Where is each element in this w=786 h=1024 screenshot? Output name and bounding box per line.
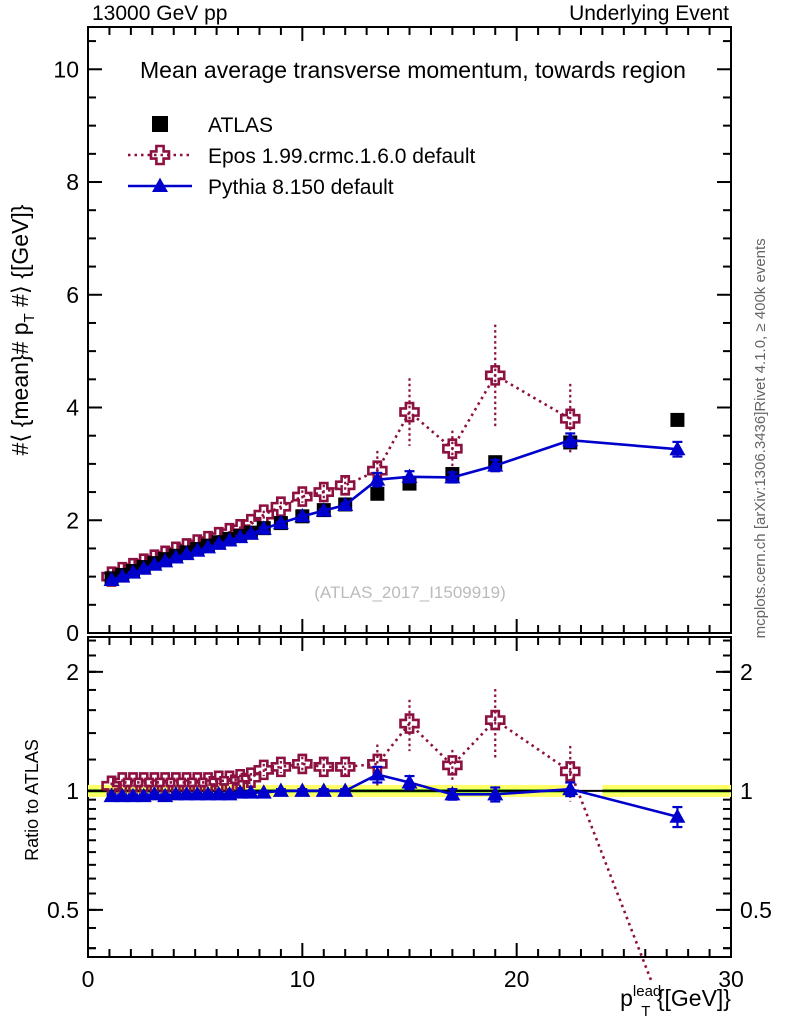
marker-cross xyxy=(149,144,171,166)
marker-cross xyxy=(334,475,356,496)
marker-cross xyxy=(484,709,506,731)
header-right: Underlying Event xyxy=(569,2,729,25)
marker-square xyxy=(152,116,168,132)
ratio-ytick-label-right: 0.5 xyxy=(740,897,772,923)
marker-cross xyxy=(292,486,313,507)
marker-triangle xyxy=(103,787,120,803)
marker-cross xyxy=(559,761,581,782)
marker-triangle xyxy=(487,457,504,472)
marker-cross xyxy=(399,401,420,423)
marker-cross xyxy=(270,496,292,518)
marker-cross xyxy=(270,756,292,778)
xaxis-label: plead T {[GeV]} xyxy=(620,983,731,1020)
marker-triangle xyxy=(444,785,461,801)
xtick-label: 0 xyxy=(82,966,95,992)
marker-triangle xyxy=(255,520,272,535)
marker-triangle xyxy=(487,785,504,801)
marker-triangle xyxy=(669,808,686,823)
main-ytick-label: 2 xyxy=(66,507,79,533)
xtick-label: 30 xyxy=(718,966,744,992)
series-line-cross-offscale xyxy=(569,770,653,983)
marker-triangle xyxy=(369,471,386,486)
marker-triangle xyxy=(135,560,152,575)
marker-square xyxy=(370,486,385,501)
marker-triangle xyxy=(152,177,168,192)
marker-triangle xyxy=(294,782,311,797)
marker-triangle xyxy=(272,782,289,797)
side-note-mcplots: mcplots.cern.ch [arXiv:1306.3436] xyxy=(752,412,769,639)
main-ytick-label: 8 xyxy=(66,169,79,195)
ratio-ytick-label-right: 2 xyxy=(740,659,753,685)
marker-cross xyxy=(197,772,219,793)
marker-triangle xyxy=(157,553,174,568)
marker-triangle xyxy=(401,468,418,483)
legend-label-0: ATLAS xyxy=(208,114,273,137)
marker-triangle xyxy=(210,785,227,801)
legend-label-1: Epos 1.99.crmc.1.6.0 default xyxy=(208,145,475,168)
main-ytick-label: 0 xyxy=(66,620,79,646)
marker-triangle xyxy=(242,525,259,540)
header-left: 13000 GeV pp xyxy=(92,2,227,25)
marker-triangle xyxy=(669,440,686,456)
ratio-ytick-label: 0.5 xyxy=(47,897,79,923)
series-line-cross xyxy=(111,718,571,788)
marker-cross xyxy=(334,756,356,778)
marker-triangle xyxy=(114,568,131,583)
marker-cross xyxy=(253,759,275,781)
marker-cross xyxy=(442,438,463,459)
main-title: Mean average transverse momentum, toward… xyxy=(140,57,686,83)
marker-triangle xyxy=(189,785,206,801)
marker-cross xyxy=(292,753,313,775)
watermark: (ATLAS_2017_I1509919) xyxy=(314,583,506,602)
marker-triangle xyxy=(146,785,163,801)
marker-cross xyxy=(559,408,581,430)
marker-triangle xyxy=(562,780,579,796)
marker-triangle xyxy=(255,784,272,799)
marker-cross xyxy=(229,768,251,790)
marker-triangle xyxy=(125,787,142,803)
marker-triangle xyxy=(167,785,184,801)
side-note-rivet: Rivet 4.1.0, ≥ 400k events xyxy=(752,238,769,411)
series-line-triangle xyxy=(111,438,678,582)
ratio-ytick-label: 2 xyxy=(66,659,79,685)
marker-triangle xyxy=(294,507,311,523)
marker-cross xyxy=(484,365,506,386)
ratio-ylabel: Ratio to ATLAS xyxy=(22,739,42,861)
main-ylabel: #⟨ {mean}# pT #⟩ {[GeV]} xyxy=(7,204,38,455)
main-ytick-label: 10 xyxy=(53,56,79,82)
marker-triangle xyxy=(125,564,142,579)
xtick-label: 10 xyxy=(290,966,316,992)
marker-triangle xyxy=(272,514,289,530)
main-ytick-label: 6 xyxy=(66,282,79,308)
marker-cross xyxy=(219,770,240,792)
marker-cross xyxy=(313,481,335,503)
marker-triangle xyxy=(242,784,259,799)
ratio-ytick-label-right: 1 xyxy=(740,778,753,804)
marker-triangle xyxy=(337,496,354,512)
marker-cross xyxy=(313,756,335,778)
marker-triangle xyxy=(114,787,131,803)
xtick-label: 20 xyxy=(504,966,530,992)
marker-triangle xyxy=(562,431,579,447)
marker-triangle xyxy=(178,785,195,801)
marker-triangle xyxy=(315,502,332,517)
marker-square xyxy=(670,412,685,427)
ratio-ytick-label: 1 xyxy=(66,778,79,804)
main-panel-frame xyxy=(87,26,732,634)
marker-triangle xyxy=(315,782,332,797)
marker-triangle xyxy=(444,469,461,484)
marker-triangle xyxy=(369,766,386,781)
marker-triangle xyxy=(200,785,217,801)
marker-cross xyxy=(442,755,463,776)
marker-triangle xyxy=(232,784,249,799)
legend-label-2: Pythia 8.150 default xyxy=(208,176,394,199)
main-ytick-label: 4 xyxy=(66,395,79,421)
marker-triangle xyxy=(401,774,418,789)
marker-cross xyxy=(399,713,420,734)
marker-triangle xyxy=(337,782,354,797)
